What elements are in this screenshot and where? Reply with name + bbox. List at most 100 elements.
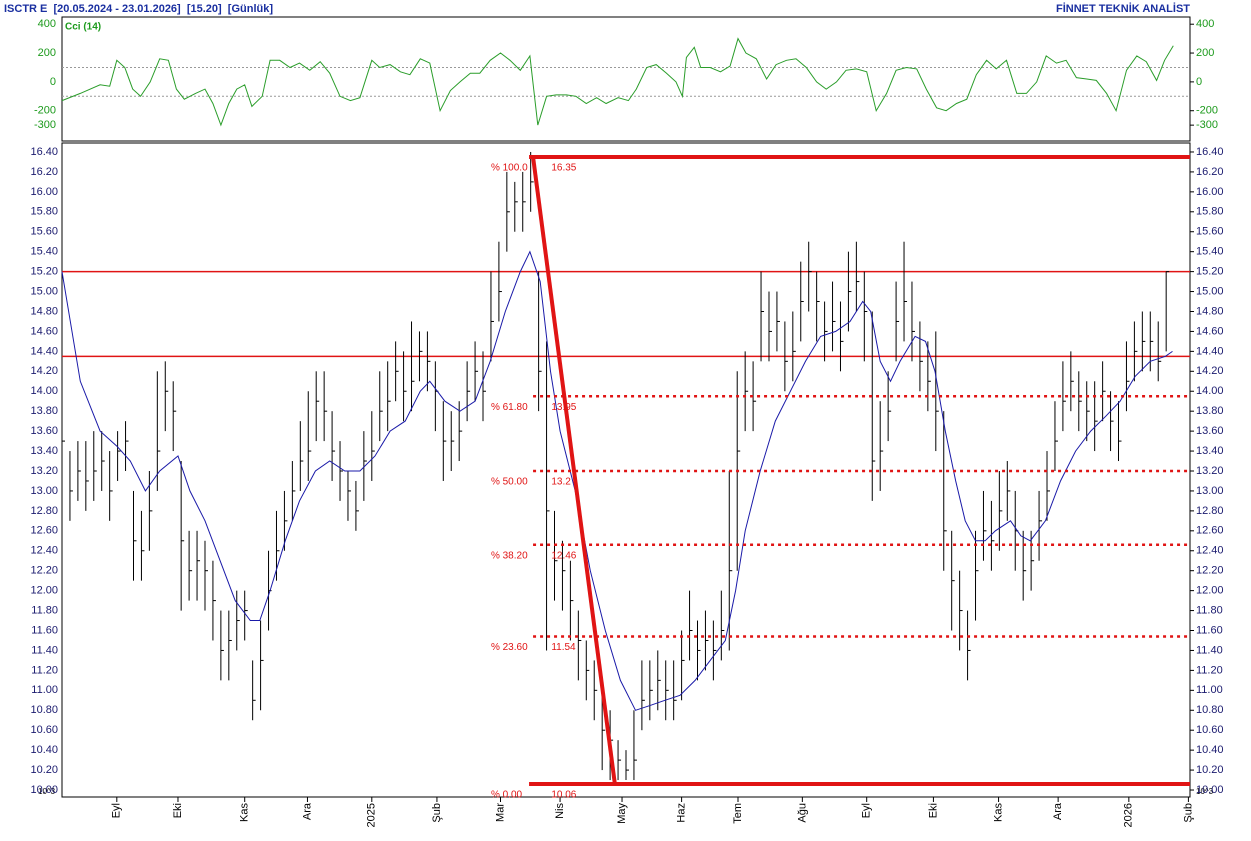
- y-tick-label: 16.00: [1196, 186, 1224, 198]
- y-tick-label: 14.40: [30, 345, 58, 357]
- x-tick-label: Ağu: [796, 803, 808, 823]
- x-tick-label: Şub: [431, 803, 443, 823]
- x-tick-label: Kas: [239, 803, 251, 822]
- y-tick-label: 13.00: [30, 485, 58, 497]
- y-tick-label: 10.40: [30, 744, 58, 756]
- y-tick-label: 15.40: [1196, 246, 1224, 258]
- chart-title: ISCTR E [20.05.2024 - 23.01.2026] [15.20…: [4, 3, 273, 15]
- x-tick-label: Nis: [554, 803, 566, 819]
- fib-value-label: 12.46: [551, 550, 576, 561]
- scale-note: 10^3: [1196, 787, 1214, 796]
- y-tick-label: 12.20: [30, 565, 58, 577]
- indicator-name: Cci (14): [65, 22, 101, 33]
- indicator-tick-label: -200: [34, 105, 56, 117]
- y-tick-label: 11.80: [1196, 604, 1223, 616]
- y-tick-label: 11.80: [31, 604, 58, 616]
- x-tick-label: Ara: [1052, 802, 1064, 820]
- y-tick-label: 16.00: [30, 186, 58, 198]
- source: FİNNET TEKNİK ANALİST: [1056, 2, 1190, 15]
- y-tick-label: 16.20: [30, 166, 58, 178]
- y-tick-label: 13.60: [1196, 425, 1224, 437]
- y-tick-label: 11.20: [31, 664, 58, 676]
- y-tick-label: 12.80: [30, 505, 58, 517]
- y-tick-label: 13.40: [1196, 445, 1224, 457]
- fib-value-label: 16.35: [551, 163, 576, 174]
- y-tick-label: 16.40: [30, 146, 58, 158]
- y-tick-label: 12.40: [1196, 545, 1224, 557]
- y-tick-label: 15.20: [30, 266, 58, 278]
- y-tick-label: 11.00: [1196, 684, 1223, 696]
- y-tick-label: 10.60: [1196, 724, 1224, 736]
- x-tick-label: Eyl: [861, 803, 873, 818]
- indicator-line: [61, 37, 1174, 127]
- indicator-tick-label: 200: [38, 47, 56, 59]
- y-tick-label: 11.60: [1196, 624, 1223, 636]
- fib-trend: [531, 156, 617, 785]
- x-tick-label: 2026: [1123, 803, 1135, 827]
- y-tick-label: 14.40: [1196, 345, 1224, 357]
- x-tick-label: Haz: [676, 803, 688, 823]
- x-tick-label: Eyl: [111, 803, 123, 818]
- scale-note: 10^3: [38, 787, 56, 796]
- y-tick-label: 14.60: [1196, 325, 1224, 337]
- y-tick-label: 13.80: [30, 405, 58, 417]
- y-tick-label: 12.60: [30, 525, 58, 537]
- x-tick-label: Şub: [1182, 803, 1194, 823]
- y-tick-label: 13.20: [1196, 465, 1224, 477]
- y-tick-label: 15.40: [30, 246, 58, 258]
- y-tick-label: 12.80: [1196, 505, 1224, 517]
- indicator-tick-label: 400: [1196, 18, 1214, 30]
- y-tick-label: 11.00: [31, 684, 58, 696]
- y-tick-label: 11.60: [31, 624, 58, 636]
- fib-pct-label: % 50.00: [491, 477, 528, 488]
- y-tick-label: 11.40: [31, 644, 58, 656]
- y-tick-label: 10.00: [30, 784, 58, 796]
- fib-value-label: 10.06: [551, 790, 576, 801]
- y-tick-label: 10.80: [30, 704, 58, 716]
- indicator-tick-label: 0: [1196, 76, 1202, 88]
- indicator-tick-label: 0: [50, 76, 56, 88]
- y-tick-label: 15.60: [1196, 226, 1224, 238]
- y-tick-label: 10.00: [1196, 784, 1224, 796]
- fib-pct-label: % 61.80: [491, 402, 528, 413]
- x-tick-label: Ara: [301, 802, 313, 820]
- indicator-tick-label: -300: [1196, 119, 1218, 131]
- indicator-tick-label: 200: [1196, 47, 1214, 59]
- y-tick-label: 12.60: [1196, 525, 1224, 537]
- y-tick-label: 14.60: [30, 325, 58, 337]
- x-tick-label: Mar: [494, 803, 506, 822]
- y-tick-label: 14.20: [30, 365, 58, 377]
- y-tick-label: 10.40: [1196, 744, 1224, 756]
- y-tick-label: 10.80: [1196, 704, 1224, 716]
- y-tick-label: 13.60: [30, 425, 58, 437]
- y-tick-label: 12.20: [1196, 565, 1224, 577]
- fib-pct-label: % 38.20: [491, 550, 528, 561]
- y-tick-label: 15.00: [1196, 285, 1224, 297]
- moving-average: [61, 250, 1173, 711]
- y-tick-label: 13.00: [1196, 485, 1224, 497]
- y-tick-label: 11.40: [1196, 644, 1223, 656]
- y-tick-label: 12.00: [1196, 585, 1224, 597]
- y-tick-label: 14.20: [1196, 365, 1224, 377]
- indicator-tick-label: 400: [38, 18, 56, 30]
- y-tick-label: 16.20: [1196, 166, 1224, 178]
- fib-value-label: 13.2: [551, 477, 571, 488]
- x-tick-label: May: [616, 803, 628, 824]
- fib-value-label: 11.54: [551, 642, 576, 653]
- x-tick-label: Kas: [992, 803, 1004, 822]
- y-tick-label: 14.80: [1196, 305, 1224, 317]
- y-tick-label: 10.60: [30, 724, 58, 736]
- indicator-frame: [61, 16, 1191, 142]
- y-tick-label: 15.80: [1196, 206, 1224, 218]
- y-tick-label: 12.00: [30, 585, 58, 597]
- y-tick-label: 10.20: [1196, 764, 1224, 776]
- indicator-tick-label: -200: [1196, 105, 1218, 117]
- x-tick-label: Eki: [172, 803, 184, 818]
- y-tick-label: 15.60: [30, 226, 58, 238]
- indicator-tick-label: -300: [34, 119, 56, 131]
- y-tick-label: 15.20: [1196, 266, 1224, 278]
- y-tick-label: 12.40: [30, 545, 58, 557]
- y-tick-label: 16.40: [1196, 146, 1224, 158]
